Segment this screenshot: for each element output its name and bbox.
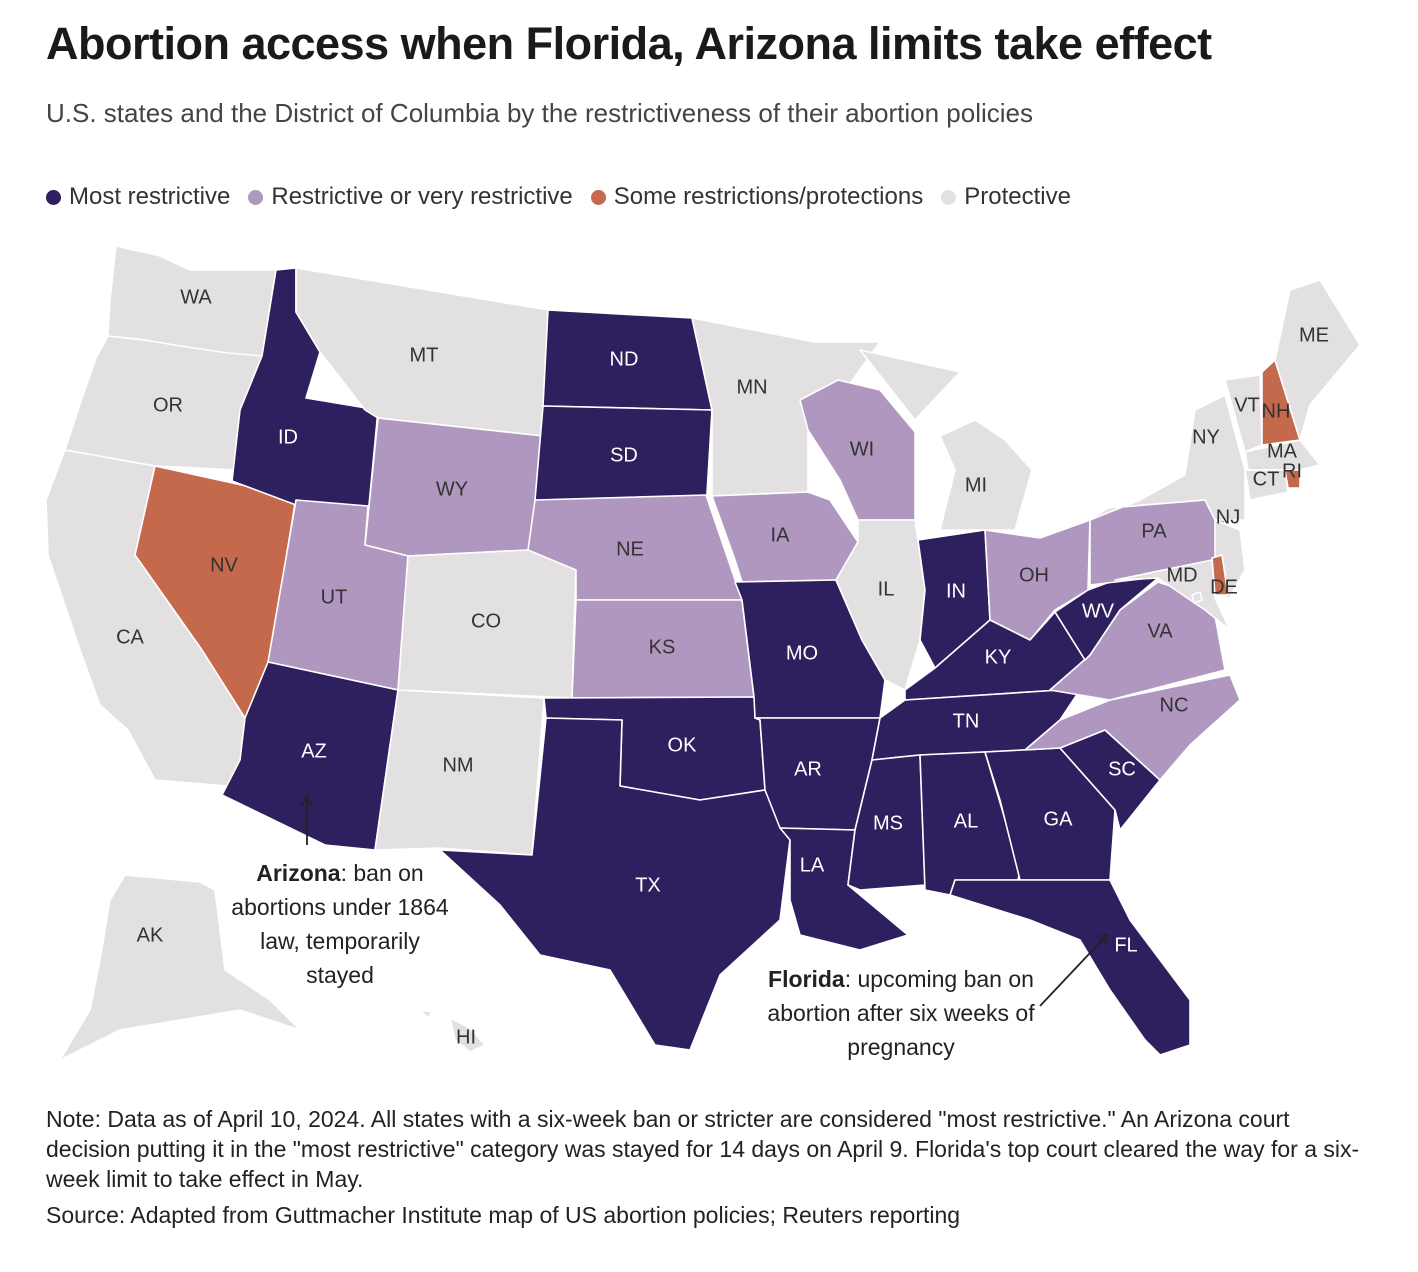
state-ma (1244, 439, 1321, 471)
state-label-ma: MA (1267, 440, 1298, 462)
footer-note: Note: Data as of April 10, 2024. All sta… (46, 1106, 1360, 1192)
state-label-ri: RI (1282, 460, 1302, 482)
state-label-mt: MT (410, 344, 439, 366)
legend-swatch-protective (941, 189, 957, 205)
legend-label-protective: Protective (964, 183, 1071, 210)
state-label-ct: CT (1253, 468, 1280, 490)
state-labels: WA OR CA NV ID MT WY UT AZ CO NM ND SD NE KS OK TX MN IA MO… (116, 286, 1329, 1048)
state-label-hi: HI (456, 1026, 476, 1048)
state-label-va: VA (1147, 620, 1173, 642)
state-label-me: ME (1299, 324, 1329, 346)
legend-label-most: Most restrictive (69, 183, 231, 210)
state-label-ks: KS (649, 636, 676, 658)
state-label-ne: NE (616, 538, 644, 560)
state-label-id: ID (278, 426, 298, 448)
page-subtitle: U.S. states and the District of Columbia… (46, 98, 1033, 128)
state-label-ar: AR (794, 758, 822, 780)
state-label-ok: OK (668, 734, 698, 756)
footer-source: Source: Adapted from Guttmacher Institut… (46, 1202, 961, 1228)
state-label-ia: IA (771, 524, 791, 546)
legend-item-some: Some restrictions/protections (590, 183, 924, 211)
state-label-tn: TN (953, 710, 980, 732)
state-label-sd: SD (610, 444, 638, 466)
arizona-annotation: Arizona: ban on abortions under 1864 law… (226, 856, 454, 992)
state-wv (1054, 577, 1159, 661)
state-label-wy: WY (436, 478, 468, 500)
annotation-arrows (300, 795, 1109, 1007)
state-label-mn: MN (736, 376, 767, 398)
state-mi (859, 349, 1033, 531)
state-label-ny: NY (1192, 426, 1220, 448)
state-label-co: CO (471, 610, 501, 632)
arizona-annotation-text: : ban on abortions under 1864 law, tempo… (231, 860, 449, 988)
legend-item-restrictive: Restrictive or very restrictive (248, 183, 573, 211)
legend-label-restrictive: Restrictive or very restrictive (271, 183, 573, 210)
state-nm (374, 689, 545, 856)
state-ct (1244, 469, 1289, 501)
legend-swatch-restrictive (248, 189, 264, 205)
state-md (1114, 559, 1231, 631)
florida-arrow (1039, 935, 1107, 1007)
state-hi (419, 1009, 486, 1053)
legend-swatch-some (590, 189, 606, 205)
legend-item-most: Most restrictive (46, 183, 230, 211)
florida-annotation-name: Florida (768, 966, 845, 992)
state-label-nm: NM (442, 754, 473, 776)
state-dc (1191, 591, 1203, 604)
state-ak (59, 874, 301, 1061)
state-label-ky: KY (985, 646, 1012, 668)
legend-swatch-most (46, 189, 61, 205)
state-label-wv: WV (1082, 600, 1115, 622)
legend-item-protective: Protective (941, 183, 1071, 211)
state-label-nh: NH (1262, 400, 1291, 422)
state-label-il: IL (878, 578, 895, 600)
state-label-nj: NJ (1216, 506, 1240, 528)
state-ny (1089, 394, 1246, 521)
state-label-wa: WA (180, 286, 212, 308)
state-label-nc: NC (1160, 694, 1189, 716)
state-label-mo: MO (786, 642, 818, 664)
state-label-de: DE (1210, 576, 1238, 598)
state-nc (1024, 674, 1241, 781)
state-label-wi: WI (850, 438, 874, 460)
arizona-annotation-name: Arizona (256, 860, 341, 886)
state-label-ak: AK (137, 924, 164, 946)
state-label-ga: GA (1044, 808, 1074, 830)
state-fl (949, 879, 1191, 1056)
state-label-sc: SC (1108, 758, 1136, 780)
page-title: Abortion access when Florida, Arizona li… (46, 18, 1212, 69)
state-label-la: LA (800, 854, 825, 876)
state-label-vt: VT (1234, 394, 1260, 416)
florida-annotation: Florida: upcoming ban on abortion after … (764, 962, 1038, 1064)
legend: Most restrictive Restrictive or very res… (46, 183, 1089, 211)
state-label-mi: MI (965, 474, 987, 496)
state-label-or: OR (153, 394, 183, 416)
state-label-ms: MS (873, 812, 903, 834)
florida-annotation-text: : upcoming ban on abortion after six wee… (767, 966, 1035, 1060)
state-label-oh: OH (1019, 564, 1049, 586)
state-label-md: MD (1166, 564, 1197, 586)
state-label-fl: FL (1114, 934, 1137, 956)
state-label-pa: PA (1141, 520, 1167, 542)
state-label-nv: NV (210, 554, 238, 576)
state-tx (439, 717, 791, 1051)
state-label-tx: TX (635, 874, 661, 896)
state-label-ca: CA (116, 626, 144, 648)
state-label-in: IN (946, 580, 966, 602)
state-shapes (45, 245, 1361, 1061)
state-label-ut: UT (321, 586, 348, 608)
state-label-nd: ND (610, 348, 639, 370)
state-label-al: AL (954, 810, 978, 832)
arizona-arrowhead (300, 795, 314, 807)
state-label-az: AZ (301, 740, 327, 762)
legend-label-some: Some restrictions/protections (613, 183, 924, 210)
us-map: WA OR CA NV ID MT WY UT AZ CO NM ND SD NE KS OK TX MN IA MO… (45, 245, 1361, 1061)
florida-arrowhead (1096, 933, 1109, 946)
